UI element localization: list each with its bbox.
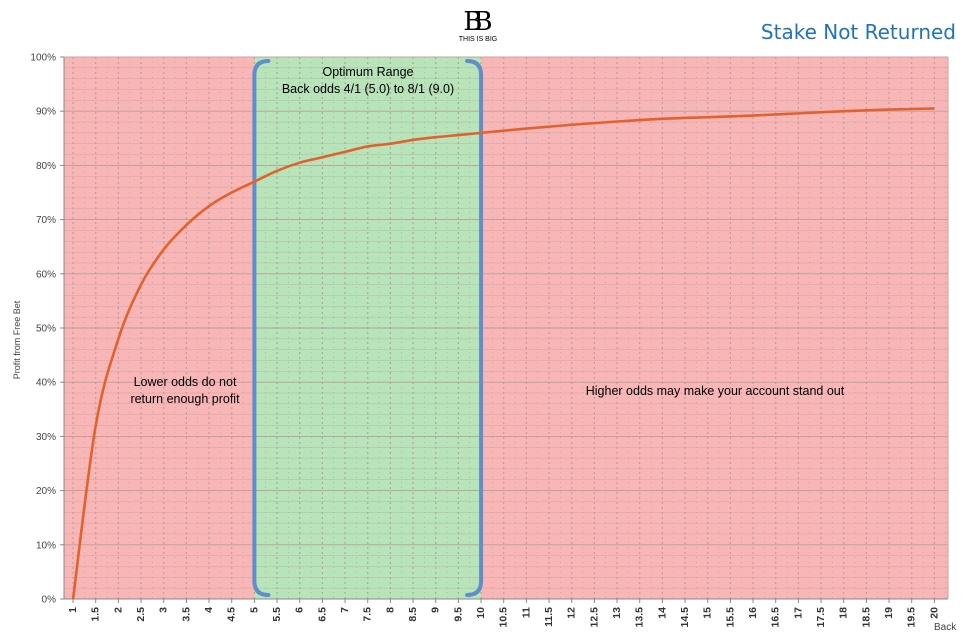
x-tick-label: 6 bbox=[294, 607, 306, 613]
x-tick-label: 9.5 bbox=[452, 607, 464, 622]
x-tick-label: 8.5 bbox=[407, 607, 419, 622]
x-tick-label: 19 bbox=[883, 607, 895, 619]
x-tick-label: 5.5 bbox=[271, 607, 283, 622]
y-axis-label: Profit from Free Bet bbox=[12, 300, 22, 380]
x-tick-label: 1 bbox=[67, 607, 79, 613]
x-tick-label: 10.5 bbox=[498, 607, 510, 628]
series-line-0 bbox=[71, 107, 935, 600]
y-tick-label: 80% bbox=[36, 161, 56, 172]
y-tick-label: 0% bbox=[42, 595, 57, 606]
y-tick-label: 70% bbox=[36, 215, 56, 226]
x-tick-label: 11.5 bbox=[543, 607, 555, 627]
x-tick-label: 15.5 bbox=[724, 607, 736, 628]
x-tick-label: 3 bbox=[158, 607, 170, 613]
annotation-optimum: Optimum Range Back odds 4/1 (5.0) to 8/1… bbox=[255, 64, 481, 98]
y-tick-label: 10% bbox=[36, 540, 56, 551]
x-tick-label: 16.5 bbox=[770, 607, 782, 628]
x-tick-label: 7.5 bbox=[362, 607, 374, 622]
annotation-low-line2: return enough profit bbox=[130, 392, 240, 406]
x-tick-label: 15 bbox=[702, 607, 714, 619]
x-tick-label: 4 bbox=[203, 607, 215, 613]
x-tick-label: 2.5 bbox=[135, 607, 147, 622]
y-tick-label: 40% bbox=[36, 378, 56, 389]
y-tick-label: 90% bbox=[36, 107, 56, 118]
annotation-high-text: Higher odds may make your account stand … bbox=[585, 384, 845, 398]
optimum-brackets bbox=[252, 59, 484, 597]
x-tick-label: 18.5 bbox=[860, 607, 872, 628]
x-tick-label: 3.5 bbox=[180, 607, 192, 622]
y-tick-label: 50% bbox=[36, 324, 56, 335]
x-tick-label: 14 bbox=[656, 607, 668, 619]
x-tick-label: 19.5 bbox=[906, 607, 918, 628]
x-tick-label: 17 bbox=[792, 607, 804, 619]
x-axis-label: Back bbox=[934, 622, 957, 633]
chart-title: Stake Not Returned bbox=[760, 20, 956, 44]
x-tick-label: 16 bbox=[747, 607, 759, 619]
x-tick-label: 6.5 bbox=[316, 607, 328, 622]
x-tick-label: 13.5 bbox=[634, 607, 646, 628]
x-tick-label: 7 bbox=[339, 607, 351, 613]
annotation-high: Higher odds may make your account stand … bbox=[520, 383, 910, 400]
x-tick-label: 14.5 bbox=[679, 607, 691, 628]
annotation-low: Lower odds do not return enough profit bbox=[100, 374, 270, 408]
logo: BB THIS IS BIG bbox=[455, 8, 501, 44]
annotation-optimum-detail: Back odds 4/1 (5.0) to 8/1 (9.0) bbox=[281, 82, 455, 96]
series bbox=[71, 107, 935, 600]
x-tick-label: 11 bbox=[520, 607, 532, 618]
x-tick-label: 9 bbox=[430, 607, 442, 613]
annotation-optimum-title: Optimum Range bbox=[322, 65, 414, 79]
y-tick-labels: 0% 10% 20% 30% 40% 50% 60% 70% 80% 90% 100% bbox=[30, 53, 64, 606]
x-tick-label: 12.5 bbox=[588, 607, 600, 628]
x-tick-label: 4.5 bbox=[226, 607, 238, 622]
x-tick-label: 2 bbox=[112, 607, 124, 613]
logo-text: THIS IS BIG bbox=[458, 36, 498, 43]
x-tick-label: 17.5 bbox=[815, 607, 827, 628]
x-tick-label: 5 bbox=[248, 607, 260, 613]
x-tick-label: 18 bbox=[838, 607, 850, 619]
y-tick-label: 30% bbox=[36, 432, 56, 443]
y-tick-label: 20% bbox=[36, 486, 56, 497]
x-tick-labels: 1 1.5 2 2.5 3 3.5 4 4.5 5 5.5 6 6.5 7 7.5 8 8.5 9 9.5 10 10… bbox=[67, 599, 940, 627]
logo-mark: BB bbox=[463, 7, 492, 37]
y-tick-label: 60% bbox=[36, 269, 56, 280]
bracket-left bbox=[252, 59, 271, 597]
x-tick-label: 1.5 bbox=[90, 607, 102, 622]
x-tick-label: 10 bbox=[475, 607, 487, 619]
x-tick-label: 20 bbox=[928, 607, 940, 619]
annotation-low-line1: Lower odds do not bbox=[133, 375, 237, 389]
bracket-right bbox=[465, 59, 484, 597]
x-tick-label: 12 bbox=[566, 607, 578, 619]
y-tick-label: 100% bbox=[30, 53, 56, 64]
x-tick-label: 8 bbox=[384, 607, 396, 613]
grid-lines bbox=[64, 57, 948, 599]
x-tick-label: 13 bbox=[611, 607, 623, 619]
